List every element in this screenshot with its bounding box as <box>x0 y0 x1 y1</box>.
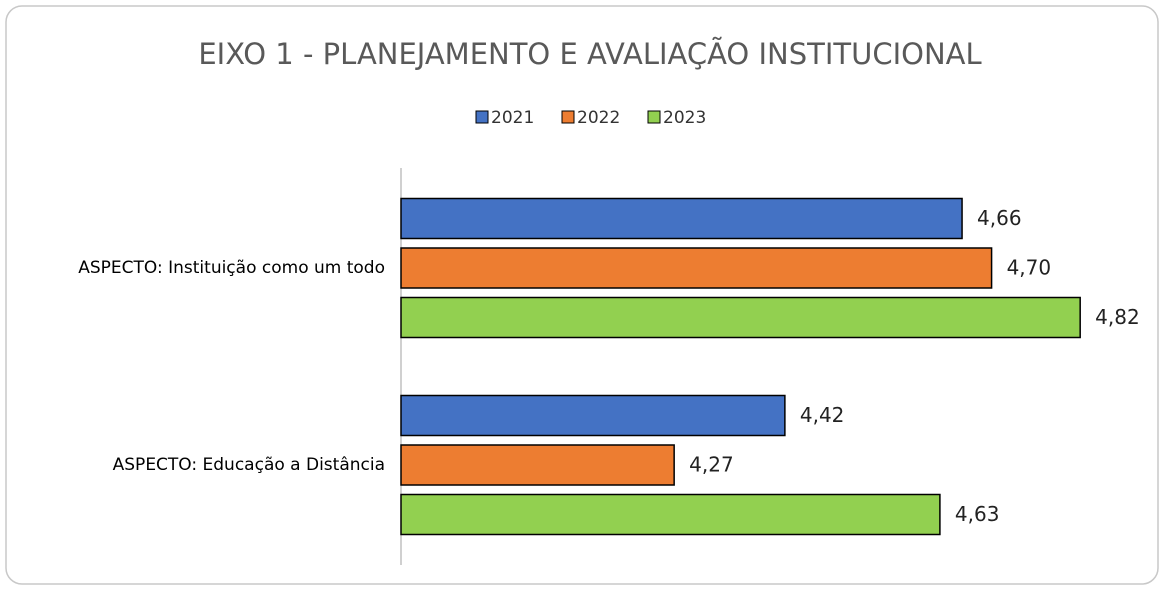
legend-swatch <box>647 110 661 124</box>
value-label: 4,66 <box>977 206 1022 230</box>
card <box>5 5 1159 585</box>
bar <box>400 247 993 289</box>
bar <box>400 394 786 437</box>
bar <box>400 197 963 240</box>
bar <box>400 296 1081 339</box>
legend-label: 2023 <box>663 108 706 128</box>
legend-swatch <box>475 110 489 124</box>
category-label: ASPECTO: Instituição como um todo <box>78 258 385 278</box>
bar <box>400 493 941 536</box>
legend-label: 2021 <box>491 108 534 128</box>
category-label: ASPECTO: Educação a Distância <box>113 455 385 475</box>
value-label: 4,70 <box>1007 256 1052 280</box>
value-label: 4,42 <box>800 403 845 427</box>
chart-title: EIXO 1 - PLANEJAMENTO E AVALIAÇÃO INSTIT… <box>198 37 981 71</box>
value-label: 4,63 <box>955 502 1000 526</box>
legend-swatch <box>561 110 575 124</box>
bar <box>400 444 675 486</box>
legend-label: 2022 <box>577 108 620 128</box>
value-label: 4,27 <box>689 453 734 477</box>
value-label: 4,82 <box>1095 305 1140 329</box>
